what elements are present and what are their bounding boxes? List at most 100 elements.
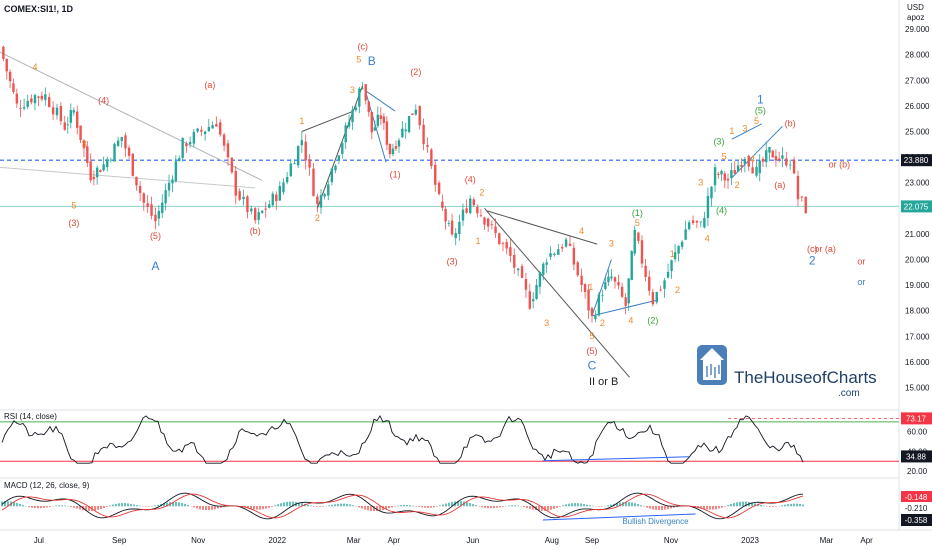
candle-body [150, 204, 153, 216]
macd-histogram-bar [214, 506, 216, 510]
macd-histogram-bar [667, 506, 669, 510]
candle-body [59, 105, 63, 122]
candle-body [486, 218, 490, 227]
wave-label: A [151, 259, 159, 273]
candle-body [37, 96, 40, 98]
macd-histogram-bar [469, 503, 471, 507]
candle-body [726, 178, 730, 181]
wave-label: 1 [757, 92, 764, 106]
macd-histogram-bar [49, 506, 51, 507]
candle-body [472, 199, 475, 206]
candle-body [300, 140, 304, 146]
macd-histogram-bar [607, 505, 609, 507]
macd-histogram-bar [115, 503, 117, 507]
macd-histogram-bar [559, 506, 561, 507]
macd-histogram-bar [334, 504, 336, 507]
macd-histogram-bar [577, 503, 579, 507]
macd-histogram-bar [775, 506, 777, 507]
candle-body [414, 109, 418, 115]
candle-body [434, 164, 437, 185]
macd-histogram-bar [457, 501, 459, 507]
wave-label: 3 [544, 318, 549, 328]
macd-histogram-bar [250, 506, 252, 509]
macd-histogram-bar [73, 506, 75, 508]
candle-body [211, 125, 214, 129]
macd-histogram-bar [433, 506, 435, 508]
candle-body [226, 143, 230, 158]
candle-body [234, 171, 237, 196]
macd-histogram-bar [532, 506, 534, 510]
time-tick-label: Aug [545, 536, 559, 545]
macd-value-label: -0.148 [905, 493, 928, 502]
macd-histogram-bar [490, 506, 492, 509]
price-tick-label: 27.000 [905, 76, 930, 85]
macd-histogram-bar [556, 506, 558, 508]
wedge-line-lower [316, 85, 364, 209]
macd-histogram-bar [547, 506, 549, 511]
watermark-suffix: .com [838, 388, 860, 399]
macd-histogram-bar [721, 506, 723, 508]
candle-body [781, 155, 784, 159]
symbol-title: COMEX:SI1!, 1D [4, 4, 74, 14]
price-tick-label: 29.000 [905, 25, 930, 34]
candle-body [142, 193, 145, 203]
macd-value-box [901, 502, 932, 514]
candle-body [282, 182, 285, 193]
macd-histogram-bar [310, 505, 312, 507]
macd-histogram-bar [205, 506, 207, 511]
macd-histogram-bar [298, 502, 300, 507]
candle-body [572, 247, 576, 265]
price-tick-label: 20.000 [905, 256, 930, 265]
macd-histogram-bar [763, 505, 765, 507]
macd-histogram-bar [484, 506, 486, 508]
time-tick-label: 2023 [741, 536, 759, 545]
candle-body [620, 286, 624, 297]
wave-label: 3 [742, 124, 747, 134]
bullish-divergence-label: Bullish Divergence [622, 517, 689, 526]
candle-body [785, 158, 788, 166]
macd-histogram-bar [256, 506, 258, 510]
macd-histogram-bar [802, 504, 804, 507]
candle-body [113, 143, 116, 162]
wedge-line-upper [301, 110, 354, 132]
macd-histogram-bar [700, 506, 702, 509]
candle-body [382, 116, 386, 123]
wave-label: 4 [579, 226, 584, 236]
candle-body [196, 128, 199, 132]
candle-body [289, 163, 293, 177]
candle-body [238, 191, 241, 200]
candle-body [264, 208, 267, 210]
candle-body [740, 164, 743, 167]
candle-body [717, 173, 720, 175]
candle-body [351, 110, 354, 123]
candle-body [404, 129, 407, 132]
macd-histogram-bar [742, 501, 744, 507]
candle-body [22, 107, 26, 109]
macd-histogram-bar [289, 501, 291, 507]
macd-histogram-bar [34, 506, 36, 509]
channel-line-lower [484, 207, 630, 378]
candle-body [2, 46, 5, 59]
candle-body [120, 136, 123, 141]
wave-label: or (b) [829, 159, 851, 169]
macd-histogram-bar [109, 505, 111, 507]
macd-histogram-bar [619, 502, 621, 507]
candle-body [30, 98, 33, 103]
wave-label: or [857, 277, 865, 287]
macd-histogram-bar [13, 502, 15, 507]
macd-histogram-bar [340, 503, 342, 507]
macd-histogram-bar [751, 502, 753, 507]
wave-label: (3) [447, 257, 458, 267]
macd-histogram-bar [103, 506, 105, 508]
wave-label: 4 [628, 316, 633, 326]
candle-body [583, 284, 587, 293]
rsi-divergence-line [542, 456, 690, 462]
unit-label: apoz [907, 13, 924, 22]
macd-signal-line [1, 493, 804, 519]
macd-histogram-bar [184, 503, 186, 507]
macd-histogram-bar [319, 506, 321, 507]
candle-body [800, 196, 804, 198]
candle-body [82, 140, 86, 149]
wave-label: 2 [600, 318, 605, 328]
macd-histogram-bar [739, 501, 741, 507]
